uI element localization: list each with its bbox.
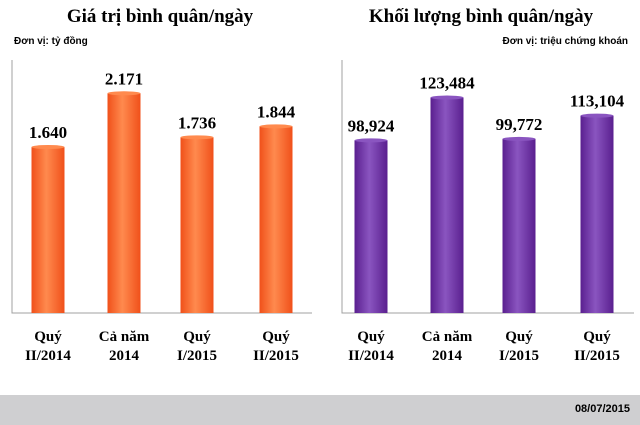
- value-category-label-4-line-2: II/2015: [253, 348, 299, 364]
- volume-value-label-3: 99,772: [496, 115, 543, 134]
- volume-chart-panel: Khối lượng bình quân/ngày Đơn vị: triệu …: [322, 0, 640, 395]
- value-bar-4: [259, 126, 293, 313]
- volume-bar-cap-3: [502, 136, 536, 141]
- value-category-label-1-line-2: II/2014: [25, 348, 71, 364]
- volume-category-label-3-line-2: I/2015: [499, 348, 539, 364]
- volume-chart-axis: [341, 60, 634, 314]
- volume-category-label-1-line-1: Quý: [357, 329, 385, 345]
- value-bar-3: [180, 137, 214, 313]
- value-category-label-4-line-1: Quý: [262, 329, 290, 345]
- value-category-label-1-line-1: Quý: [34, 329, 62, 345]
- volume-category-label-2-line-2: 2014: [432, 348, 463, 364]
- volume-category-label-4-line-1: Quý: [583, 329, 611, 345]
- footer-date: 08/07/2015: [574, 403, 630, 415]
- value-bar-cap-4: [259, 124, 293, 129]
- volume-bar-cap-2: [430, 95, 464, 100]
- volume-value-label-1: 98,924: [348, 116, 395, 135]
- value-value-label-4: 1.844: [257, 102, 296, 121]
- value-bar-cap-2: [107, 91, 141, 96]
- value-value-label-1: 1.640: [29, 123, 67, 142]
- volume-value-label-4: 113,104: [570, 92, 625, 111]
- value-bar-cap-3: [180, 135, 214, 140]
- value-category-label-2-line-1: Cả năm: [99, 329, 150, 345]
- value-category-label-2-line-2: 2014: [109, 348, 140, 364]
- volume-bar-cap-4: [580, 113, 614, 118]
- value-category-label-3-line-1: Quý: [183, 329, 211, 345]
- volume-category-label-4-line-2: II/2015: [574, 348, 620, 364]
- value-bar-2: [107, 93, 141, 313]
- volume-chart-unit: Đơn vị: triệu chứng khoán: [502, 36, 628, 47]
- value-category-label-3-line-2: I/2015: [177, 348, 217, 364]
- volume-category-label-3-line-1: Quý: [505, 329, 533, 345]
- volume-bar-3: [502, 138, 536, 313]
- volume-value-label-2: 123,484: [419, 74, 475, 93]
- value-value-label-3: 1.736: [178, 113, 216, 132]
- value-chart-panel: Giá trị bình quân/ngày Đơn vị: tỷ đồng 1…: [0, 0, 320, 395]
- value-chart-unit: Đơn vị: tỷ đồng: [14, 36, 88, 47]
- value-value-label-2: 2.171: [105, 69, 143, 88]
- volume-bar-chart: 98,924 Quý II/2014 123,484 Cả năm 2014 99,772 Q…: [341, 60, 634, 364]
- volume-bar-1: [354, 140, 388, 313]
- volume-bar-4: [580, 115, 614, 314]
- volume-bar-2: [430, 97, 464, 313]
- value-bar-cap-1: [31, 145, 65, 150]
- volume-category-label-2-line-1: Cả năm: [422, 329, 473, 345]
- volume-chart-title: Khối lượng bình quân/ngày: [368, 6, 594, 27]
- value-bar-1: [31, 147, 65, 313]
- value-chart-title: Giá trị bình quân/ngày: [66, 6, 254, 27]
- volume-category-label-1-line-2: II/2014: [348, 348, 394, 364]
- volume-bar-cap-1: [354, 138, 388, 143]
- footer-bar: 08/07/2015: [0, 395, 640, 425]
- value-bar-chart: 1.640 Quý II/2014 2.171 Cả năm 2014 1.736 Quý I/…: [11, 60, 312, 364]
